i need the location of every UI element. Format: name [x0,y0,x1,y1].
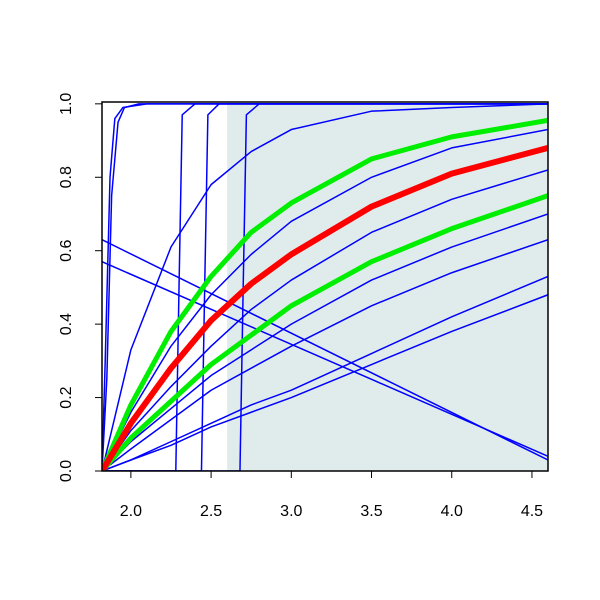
y-tick-label: 1.0 [58,93,75,115]
series-line [102,103,548,471]
x-tick-label: 2.0 [120,503,142,520]
series-line [102,261,548,457]
series-line [102,238,548,471]
y-tick-label: 0.6 [58,239,75,261]
series-group [102,103,548,471]
y-tick-label: 0.4 [58,313,75,335]
series-line [102,103,548,471]
series-line [102,103,548,471]
series-line [102,193,548,471]
series-line [102,294,548,471]
series-line [102,103,548,471]
series-line [102,145,548,471]
y-tick-label: 0.8 [58,166,75,188]
series-line [102,275,548,471]
series-line [102,128,548,471]
y-tick-label: 0.0 [58,460,75,482]
x-tick-label: 4.0 [441,503,463,520]
series-line [102,213,548,471]
x-tick-label: 4.5 [521,503,543,520]
x-tick-label: 2.5 [200,503,222,520]
plot-frame [101,101,549,472]
series-line [102,169,548,471]
x-tick-label: 3.5 [360,503,382,520]
x-tick-label: 3.0 [280,503,302,520]
series-line [102,117,548,471]
shaded-region [227,102,548,471]
y-tick-label: 0.2 [58,386,75,408]
